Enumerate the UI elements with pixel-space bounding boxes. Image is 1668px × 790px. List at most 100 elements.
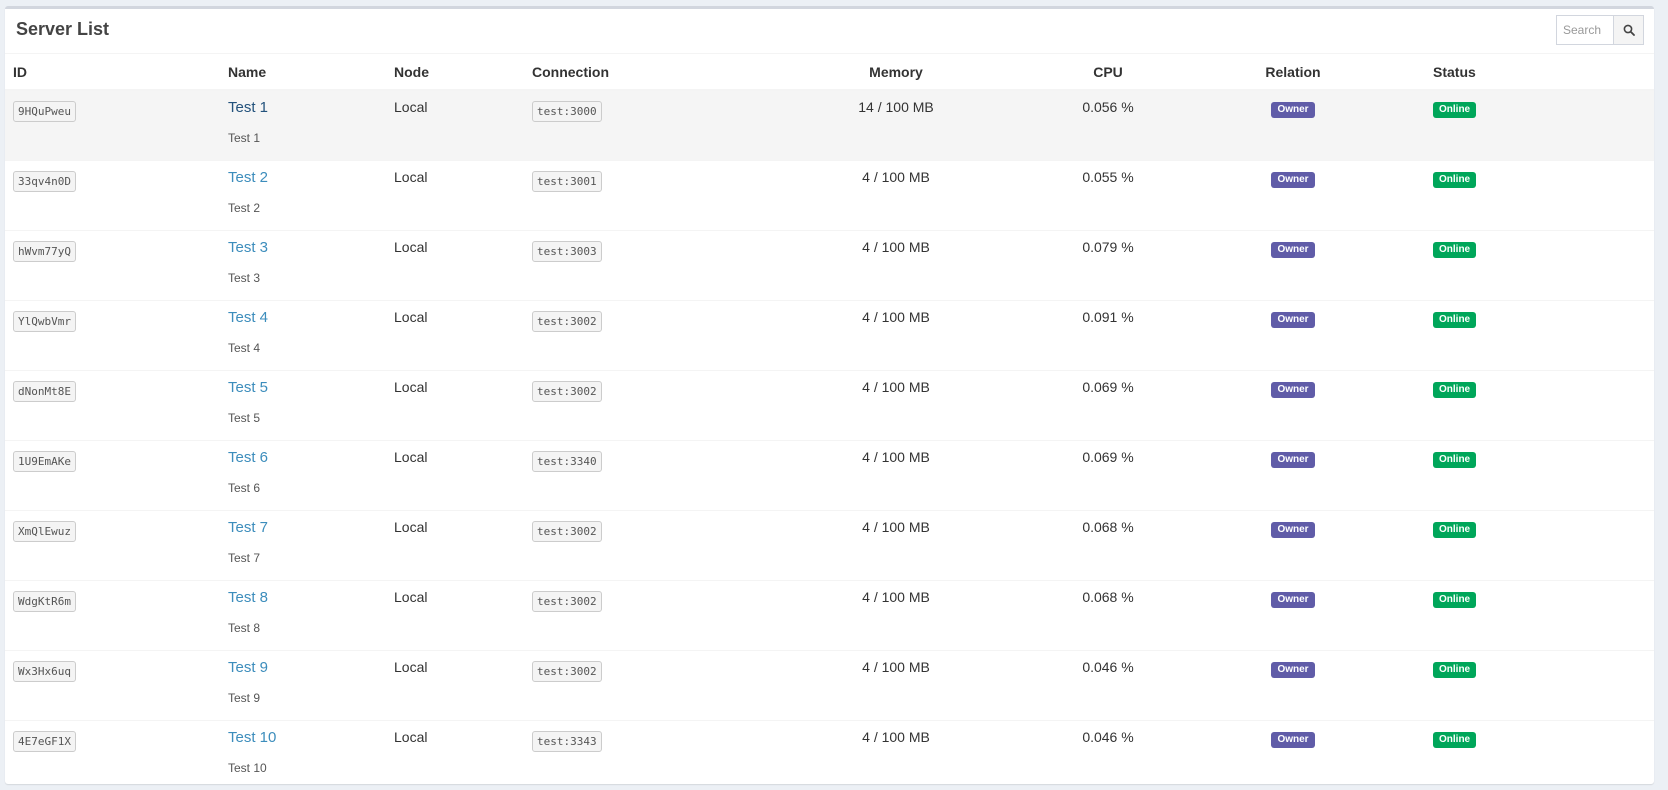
page-title: Server List — [16, 19, 110, 39]
relation-badge: Owner — [1271, 731, 1315, 748]
cell-connection: test:3000 — [524, 90, 737, 160]
cell-connection: test:3002 — [524, 370, 737, 440]
server-description: Test 4 — [228, 340, 261, 355]
table-row[interactable]: hWvm77yQ Test 3 Test 3 Local test:3003 4 / 10… — [5, 230, 1654, 300]
cell-id: XmQlEwuz — [5, 510, 220, 580]
table-row[interactable]: 4E7eGF1X Test 10 Test 10 Local test:3343 4 / … — [5, 720, 1654, 784]
server-description: Test 6 — [228, 480, 261, 495]
column-header-cpu[interactable]: CPU — [1055, 54, 1161, 91]
cell-connection: test:3003 — [524, 230, 737, 300]
cell-node: Local — [394, 378, 428, 395]
cell-status: Online — [1425, 300, 1654, 370]
relation-badge: Owner — [1271, 381, 1315, 398]
cell-connection: test:3001 — [524, 160, 737, 230]
server-description: Test 2 — [228, 200, 261, 215]
cell-cpu: 0.069 % — [1082, 448, 1134, 465]
cell-memory: 4 / 100 MB — [862, 238, 930, 255]
table-row[interactable]: XmQlEwuz Test 7 Test 7 Local test:3002 4 / 10… — [5, 510, 1654, 580]
search-input[interactable] — [1556, 15, 1613, 45]
cell-node: Local — [394, 168, 428, 185]
column-header-node[interactable]: Node — [386, 54, 524, 91]
server-id: 9HQuPweu — [13, 101, 76, 122]
status-badge: Online — [1433, 731, 1477, 748]
server-name-link[interactable]: Test 1 — [228, 99, 269, 116]
table-row[interactable]: dNonMt8E Test 5 Test 5 Local test:3002 4 / 10… — [5, 370, 1654, 440]
server-name-link[interactable]: Test 7 — [228, 518, 269, 536]
status-badge: Online — [1433, 241, 1477, 258]
server-name-link[interactable]: Test 2 — [228, 168, 269, 186]
table-row[interactable]: WdgKtR6m Test 8 Test 8 Local test:3002 4 / 10… — [5, 580, 1654, 650]
server-id: YlQwbVmr — [13, 310, 76, 332]
cell-status: Online — [1425, 230, 1654, 300]
column-header-id[interactable]: ID — [5, 54, 220, 91]
cell-id: 9HQuPweu — [5, 90, 220, 160]
table-row[interactable]: 33qv4n0D Test 2 Test 2 Local test:3001 4 / 10… — [5, 160, 1654, 230]
cell-name: Test 6 Test 6 — [220, 440, 386, 510]
status-badge: Online — [1433, 451, 1477, 468]
search-button[interactable] — [1613, 15, 1644, 45]
server-name-link[interactable]: Test 6 — [228, 448, 269, 466]
cell-cpu: 0.079 % — [1082, 238, 1134, 255]
cell-status: Online — [1425, 90, 1654, 160]
table-row[interactable]: 1U9EmAKe Test 6 Test 6 Local test:3340 4 / 10… — [5, 440, 1654, 510]
server-description: Test 5 — [228, 410, 261, 425]
column-header-connection[interactable]: Connection — [524, 54, 737, 91]
server-id: dNonMt8E — [13, 380, 76, 402]
server-connection: test:3002 — [532, 520, 602, 542]
status-badge: Online — [1433, 381, 1477, 398]
column-header-relation[interactable]: Relation — [1161, 54, 1425, 91]
relation-badge: Owner — [1271, 311, 1315, 328]
server-name-link[interactable]: Test 10 — [228, 728, 277, 746]
table-row[interactable]: 9HQuPweu Test 1 Test 1 Local test:3000 14 / 1… — [5, 90, 1654, 160]
relation-badge: Owner — [1271, 102, 1315, 118]
cell-memory: 4 / 100 MB — [862, 658, 930, 675]
cell-name: Test 3 Test 3 — [220, 230, 386, 300]
cell-connection: test:3343 — [524, 720, 737, 784]
server-description: Test 10 — [228, 760, 267, 775]
cell-node: Local — [394, 658, 428, 675]
status-badge: Online — [1433, 102, 1477, 118]
cell-cpu: 0.091 % — [1082, 308, 1134, 325]
relation-badge: Owner — [1271, 661, 1315, 678]
server-name-link[interactable]: Test 4 — [228, 308, 269, 326]
column-header-name[interactable]: Name — [220, 54, 386, 91]
cell-node: Local — [394, 238, 428, 255]
server-id: 33qv4n0D — [13, 170, 76, 192]
server-name-link[interactable]: Test 3 — [228, 238, 269, 256]
cell-name: Test 7 Test 7 — [220, 510, 386, 580]
status-badge: Online — [1433, 661, 1477, 678]
server-name-link[interactable]: Test 5 — [228, 378, 269, 396]
cell-name: Test 5 Test 5 — [220, 370, 386, 440]
status-badge: Online — [1433, 311, 1477, 328]
cell-memory: 4 / 100 MB — [862, 728, 930, 745]
table-row[interactable]: Wx3Hx6uq Test 9 Test 9 Local test:3002 4 / 10… — [5, 650, 1654, 720]
table-row[interactable]: YlQwbVmr Test 4 Test 4 Local test:3002 4 / 10… — [5, 300, 1654, 370]
column-header-memory[interactable]: Memory — [737, 54, 1055, 91]
server-id: WdgKtR6m — [13, 590, 76, 612]
server-connection: test:3003 — [532, 240, 602, 262]
server-description: Test 1 — [228, 131, 261, 145]
column-header-status[interactable]: Status — [1425, 54, 1654, 91]
cell-name: Test 2 Test 2 — [220, 160, 386, 230]
cell-memory: 4 / 100 MB — [862, 518, 930, 535]
cell-connection: test:3002 — [524, 580, 737, 650]
cell-cpu: 0.055 % — [1082, 168, 1134, 185]
cell-cpu: 0.056 % — [1082, 99, 1134, 115]
cell-relation: Owner — [1161, 510, 1425, 580]
server-connection: test:3343 — [532, 730, 602, 752]
server-name-link[interactable]: Test 8 — [228, 588, 269, 606]
cell-node: Local — [394, 518, 428, 535]
cell-status: Online — [1425, 160, 1654, 230]
cell-id: dNonMt8E — [5, 370, 220, 440]
cell-id: 4E7eGF1X — [5, 720, 220, 784]
cell-node: Local — [394, 99, 428, 115]
cell-cpu: 0.046 % — [1082, 728, 1134, 745]
cell-node: Local — [394, 728, 428, 745]
table-header-row: ID Name Node Connection Memory CPU Relat… — [5, 54, 1654, 91]
cell-relation: Owner — [1161, 440, 1425, 510]
cell-name: Test 10 Test 10 — [220, 720, 386, 784]
cell-id: 33qv4n0D — [5, 160, 220, 230]
cell-cpu: 0.068 % — [1082, 518, 1134, 535]
server-list-panel: Server List ID Name — [5, 6, 1654, 784]
server-name-link[interactable]: Test 9 — [228, 658, 269, 676]
